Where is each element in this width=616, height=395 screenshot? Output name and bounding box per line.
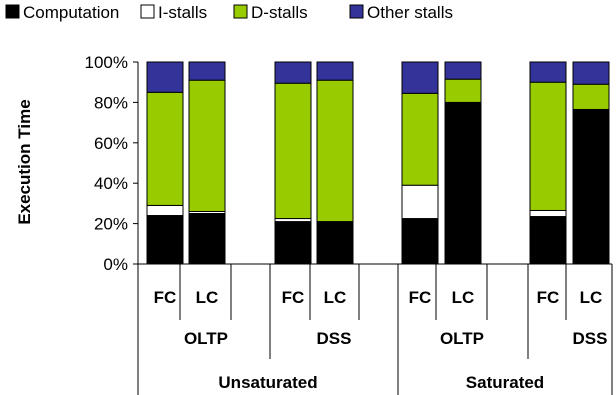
bar-stack — [572, 61, 610, 265]
bar-segment — [146, 204, 184, 217]
bar-stack — [146, 61, 184, 265]
supergroup-label: Saturated — [466, 373, 544, 392]
bar-segment — [188, 79, 226, 212]
y-tick-label: 100% — [85, 53, 128, 72]
bar-segment — [188, 61, 226, 81]
bar-segment — [146, 215, 184, 265]
bar-segment — [274, 61, 312, 84]
bar-segment — [572, 83, 610, 110]
bar-label: FC — [409, 288, 432, 307]
bar-stack — [529, 61, 567, 265]
y-tick-label: 80% — [94, 93, 128, 112]
bar-label: LC — [196, 288, 219, 307]
bar-segment — [444, 78, 482, 103]
bar-label: LC — [452, 288, 475, 307]
supergroup-label: Unsaturated — [218, 373, 317, 392]
bars — [146, 61, 610, 265]
bar-segment — [444, 61, 482, 80]
bar-segment — [401, 61, 439, 94]
bar-label: LC — [324, 288, 347, 307]
bar-segment — [529, 81, 567, 211]
bar-segment — [146, 91, 184, 206]
y-tick-label: 60% — [94, 134, 128, 153]
legend-swatch — [349, 4, 364, 19]
y-axis-title: Execution Time — [15, 99, 34, 224]
y-tick-label: 0% — [103, 255, 128, 274]
legend: Computation I-stalls D-stalls Other stalls — [5, 3, 453, 22]
bar-segment — [316, 221, 354, 265]
y-tick-label: 40% — [94, 174, 128, 193]
bar-label: FC — [282, 288, 305, 307]
legend-label: Other stalls — [367, 3, 453, 22]
bar-segment — [316, 79, 354, 223]
legend-label: I-stalls — [158, 3, 207, 22]
bar-label: LC — [580, 288, 603, 307]
bar-stack — [274, 61, 312, 265]
legend-label: D-stalls — [251, 3, 308, 22]
bar-segment — [401, 92, 439, 186]
bar-stack — [444, 61, 482, 265]
bar-segment — [529, 61, 567, 83]
group-label: OLTP — [440, 329, 484, 348]
group-label: DSS — [317, 329, 352, 348]
group-label: OLTP — [184, 329, 228, 348]
bar-segment — [316, 61, 354, 81]
bar-label: FC — [537, 288, 560, 307]
bar-label: FC — [154, 288, 177, 307]
bar-segment — [572, 61, 610, 85]
axes: 0% 20% 40% 60% 80% 100% FC LC FC LC FC LC FC LC OLTP DS… — [85, 53, 613, 395]
bar-segment — [529, 216, 567, 265]
bar-segment — [529, 209, 567, 218]
bar-segment — [572, 108, 610, 265]
legend-swatch — [140, 4, 155, 19]
bar-segment — [188, 213, 226, 265]
legend-swatch — [5, 4, 20, 19]
bar-segment — [146, 61, 184, 93]
bar-segment — [401, 218, 439, 265]
bar-stack — [401, 61, 439, 265]
bar-segment — [401, 184, 439, 220]
bar-segment — [274, 82, 312, 220]
bar-segment — [274, 221, 312, 265]
bar-stack — [316, 61, 354, 265]
group-label: DSS — [573, 329, 608, 348]
bar-stack — [188, 61, 226, 265]
legend-label: Computation — [23, 3, 119, 22]
y-tick-label: 20% — [94, 215, 128, 234]
legend-swatch — [233, 4, 248, 19]
bar-segment — [444, 101, 482, 265]
